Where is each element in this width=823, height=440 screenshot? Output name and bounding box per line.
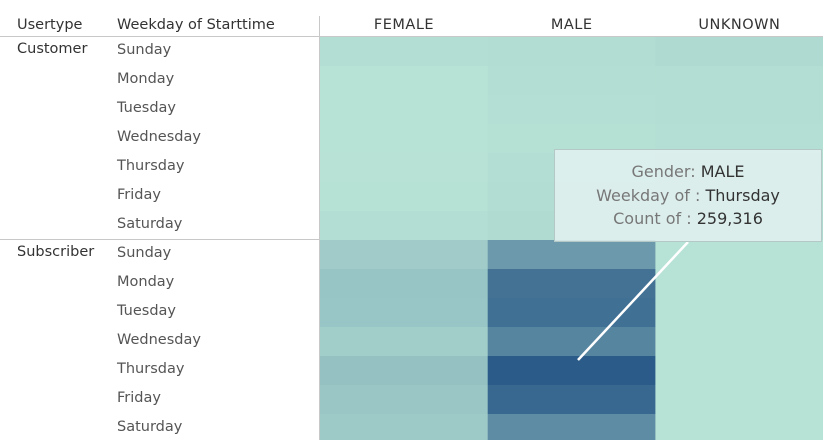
weekday-label-subscriber-sunday: Sunday: [117, 245, 172, 261]
column-header-unknown: UNKNOWN: [698, 17, 781, 33]
tooltip-weekday-label: Weekday of :: [596, 185, 701, 205]
heatmap-cell-subscriber-sunday-female[interactable]: [320, 240, 489, 270]
heatmap-cell-subscriber-wednesday-female[interactable]: [320, 327, 489, 357]
heatmap-cell-customer-wednesday-female[interactable]: [320, 124, 489, 154]
heatmap-cell-subscriber-tuesday-male[interactable]: [487, 298, 656, 328]
heatmap-cell-subscriber-sunday-unknown[interactable]: [655, 240, 823, 270]
weekday-label-subscriber-monday: Monday: [117, 274, 175, 290]
heatmap-cell-customer-monday-unknown[interactable]: [655, 66, 823, 96]
heatmap-cell-subscriber-sunday-male[interactable]: [487, 240, 656, 270]
weekday-label-subscriber-saturday: Saturday: [117, 419, 183, 435]
heatmap-cell-customer-sunday-male[interactable]: [487, 37, 656, 67]
group-divider: [0, 239, 320, 240]
weekday-label-subscriber-friday: Friday: [117, 390, 161, 406]
heatmap-cell-subscriber-friday-male[interactable]: [487, 385, 656, 415]
heatmap-cell-customer-wednesday-male[interactable]: [487, 124, 656, 154]
heatmap-cell-subscriber-tuesday-female[interactable]: [320, 298, 489, 328]
heatmap-cell-customer-friday-female[interactable]: [320, 182, 489, 212]
heatmap-cell-subscriber-tuesday-unknown[interactable]: [655, 298, 823, 328]
weekday-label-subscriber-thursday: Thursday: [117, 361, 185, 377]
heatmap-cell-subscriber-saturday-male[interactable]: [487, 414, 656, 440]
heatmap-cell-subscriber-thursday-male[interactable]: [487, 356, 656, 386]
heatmap-cell-subscriber-wednesday-unknown[interactable]: [655, 327, 823, 357]
usertype-label-subscriber: Subscriber: [17, 244, 95, 260]
heatmap-cell-subscriber-thursday-female[interactable]: [320, 356, 489, 386]
weekday-label-subscriber-tuesday: Tuesday: [117, 303, 176, 319]
header-rule: [0, 36, 823, 37]
heatmap-cell-customer-saturday-female[interactable]: [320, 211, 489, 241]
heatmap-cell-subscriber-monday-male[interactable]: [487, 269, 656, 299]
heatmap-cell-customer-tuesday-unknown[interactable]: [655, 95, 823, 125]
heatmap-cell-customer-monday-male[interactable]: [487, 66, 656, 96]
tooltip-gender-line: Gender: MALE: [555, 160, 821, 184]
weekday-header: Weekday of Starttime: [117, 17, 275, 33]
heatmap-cell-subscriber-saturday-female[interactable]: [320, 414, 489, 440]
column-header-male: MALE: [550, 17, 593, 33]
tooltip-weekday-line: Weekday of : Thursday: [555, 184, 821, 208]
heatmap-cell-customer-wednesday-unknown[interactable]: [655, 124, 823, 154]
weekday-label-subscriber-wednesday: Wednesday: [117, 332, 201, 348]
weekday-label-customer-tuesday: Tuesday: [117, 100, 176, 116]
heatmap-cell-subscriber-wednesday-male[interactable]: [487, 327, 656, 357]
tooltip-weekday-value: Thursday: [705, 185, 780, 205]
weekday-label-customer-monday: Monday: [117, 71, 175, 87]
tooltip-count-value: 259,316: [696, 209, 763, 228]
column-divider: [319, 16, 320, 440]
weekday-label-customer-friday: Friday: [117, 187, 161, 203]
heatmap-cell-customer-tuesday-female[interactable]: [320, 95, 489, 125]
weekday-label-customer-saturday: Saturday: [117, 216, 183, 232]
weekday-label-customer-thursday: Thursday: [117, 158, 185, 174]
usertype-label-customer: Customer: [17, 41, 88, 57]
tooltip-count-line: Count of : 259,316: [555, 207, 821, 231]
weekday-label-customer-sunday: Sunday: [117, 42, 172, 58]
heatmap-cell-customer-tuesday-male[interactable]: [487, 95, 656, 125]
heatmap-cell-subscriber-friday-female[interactable]: [320, 385, 489, 415]
tooltip: Gender: MALE Weekday of : Thursday Count…: [554, 149, 822, 242]
usertype-header: Usertype: [17, 17, 83, 33]
tooltip-count-label: Count of :: [613, 209, 692, 228]
heatmap-cell-customer-thursday-female[interactable]: [320, 153, 489, 183]
heatmap-cell-customer-sunday-unknown[interactable]: [655, 37, 823, 67]
heatmap-cell-subscriber-saturday-unknown[interactable]: [655, 414, 823, 440]
tooltip-gender-label: Gender:: [631, 162, 696, 181]
column-header-female: FEMALE: [373, 17, 435, 33]
weekday-label-customer-wednesday: Wednesday: [117, 129, 201, 145]
heatmap-cell-customer-monday-female[interactable]: [320, 66, 489, 96]
heatmap-cell-subscriber-friday-unknown[interactable]: [655, 385, 823, 415]
heatmap-cell-subscriber-monday-female[interactable]: [320, 269, 489, 299]
heatmap-cell-customer-sunday-female[interactable]: [320, 37, 489, 67]
heatmap-cell-subscriber-thursday-unknown[interactable]: [655, 356, 823, 386]
tooltip-gender-value: MALE: [700, 162, 745, 181]
heatmap-cell-subscriber-monday-unknown[interactable]: [655, 269, 823, 299]
